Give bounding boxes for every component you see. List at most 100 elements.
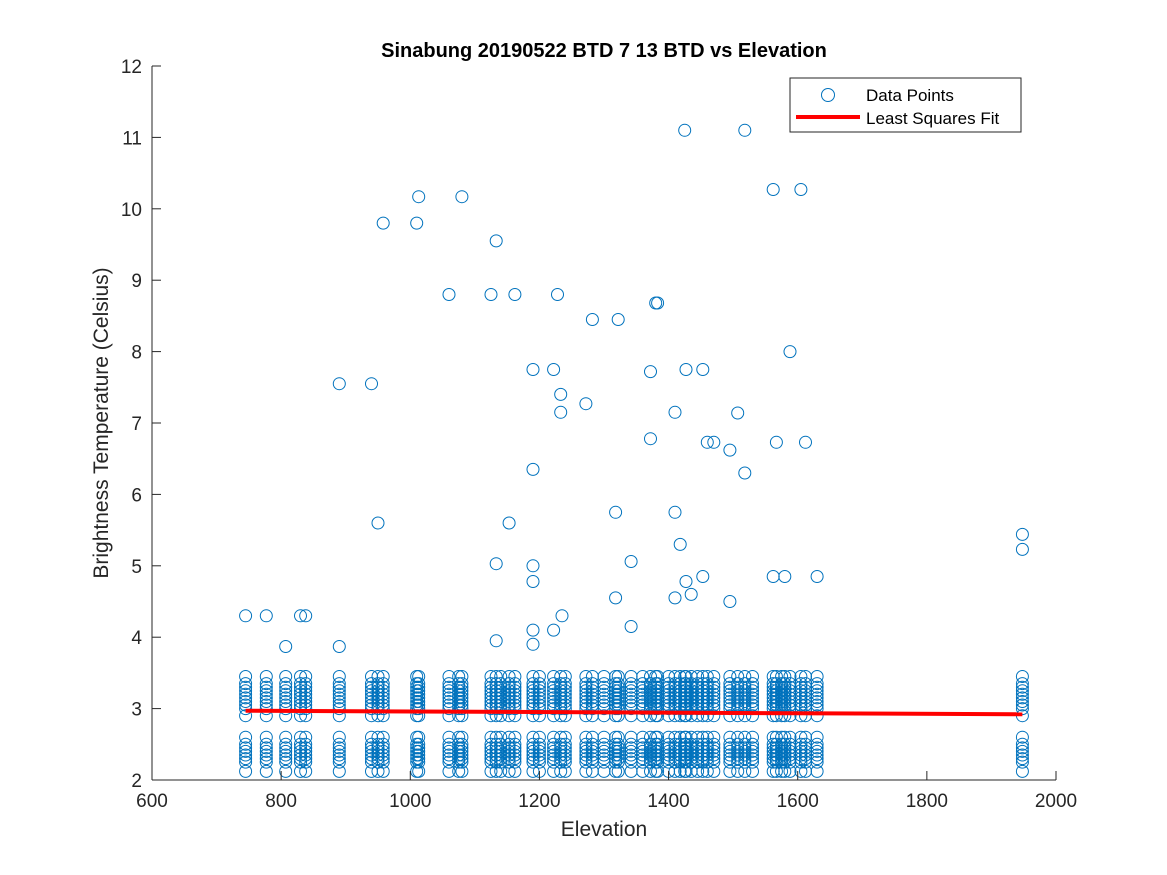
data-point xyxy=(723,741,737,755)
data-point xyxy=(700,730,714,744)
data-point xyxy=(609,730,623,744)
data-point xyxy=(696,363,710,376)
data-point xyxy=(371,730,385,744)
data-point xyxy=(611,741,625,755)
data-point xyxy=(746,764,759,778)
data-point xyxy=(783,670,797,683)
data-point xyxy=(684,587,698,601)
data-point xyxy=(442,691,456,705)
data-point xyxy=(609,677,623,691)
data-point xyxy=(376,744,390,758)
data-point xyxy=(738,764,752,778)
data-point xyxy=(489,677,503,691)
data-point xyxy=(279,752,293,766)
data-point xyxy=(554,709,568,723)
y-tick-label: 11 xyxy=(122,128,142,149)
y-tick-label: 4 xyxy=(131,628,142,649)
data-point xyxy=(455,691,469,705)
data-point xyxy=(455,702,469,716)
data-point xyxy=(526,575,540,588)
data-point xyxy=(700,764,714,778)
data-point xyxy=(1015,755,1029,769)
data-point xyxy=(365,377,378,391)
data-point xyxy=(279,687,293,701)
data-point xyxy=(554,744,568,758)
data-point xyxy=(738,677,752,691)
data-point xyxy=(532,684,546,698)
data-point xyxy=(738,123,752,137)
data-point xyxy=(609,748,623,762)
data-point xyxy=(579,680,593,694)
data-point xyxy=(554,670,568,683)
data-point xyxy=(700,752,714,766)
data-point xyxy=(259,702,273,716)
data-point xyxy=(455,680,469,694)
x-tick-label: 2000 xyxy=(1035,791,1077,812)
data-point xyxy=(376,702,390,716)
data-point xyxy=(691,709,705,723)
data-point xyxy=(455,755,469,769)
data-point xyxy=(707,741,721,755)
fit-line-layer xyxy=(245,708,1023,717)
data-point xyxy=(259,741,273,755)
data-point xyxy=(707,755,721,769)
data-point xyxy=(558,730,572,744)
data-point xyxy=(609,744,623,758)
data-point xyxy=(259,670,273,683)
data-point xyxy=(547,363,561,376)
data-point xyxy=(508,744,522,758)
data-point xyxy=(532,730,546,744)
data-point xyxy=(810,764,824,778)
data-point xyxy=(558,695,572,708)
data-point xyxy=(810,730,824,744)
data-point xyxy=(1015,687,1029,701)
data-point xyxy=(532,702,546,716)
data-point xyxy=(239,702,253,716)
data-point xyxy=(636,741,650,755)
data-point xyxy=(455,684,469,698)
data-point xyxy=(259,680,273,694)
data-point xyxy=(508,670,522,683)
data-point xyxy=(611,744,625,758)
data-point xyxy=(532,752,546,766)
data-point xyxy=(579,752,593,766)
data-point xyxy=(723,737,737,751)
data-point xyxy=(526,462,540,476)
data-point xyxy=(412,737,426,751)
data-point xyxy=(494,687,508,701)
data-point xyxy=(700,670,714,683)
data-point xyxy=(494,677,508,691)
data-point xyxy=(526,559,540,573)
data-point xyxy=(299,677,313,691)
data-point xyxy=(376,730,390,744)
data-point xyxy=(554,737,568,751)
legend-label-least-squares-fit: Least Squares Fit xyxy=(866,109,1000,128)
data-point xyxy=(810,752,824,766)
data-point xyxy=(489,741,503,755)
data-point xyxy=(579,695,593,708)
data-point xyxy=(442,755,456,769)
chart-title: Sinabung 20190522 BTD 7 13 BTD vs Elevat… xyxy=(381,40,827,62)
data-point xyxy=(489,737,503,751)
data-point xyxy=(579,744,593,758)
data-point xyxy=(508,709,522,723)
data-point xyxy=(810,691,824,705)
data-point xyxy=(532,691,546,705)
data-point xyxy=(746,709,759,723)
data-point xyxy=(259,695,273,708)
data-point xyxy=(412,744,426,758)
data-point xyxy=(611,684,625,698)
data-point xyxy=(723,709,737,723)
data-point xyxy=(707,764,721,778)
data-point xyxy=(738,698,752,712)
data-point xyxy=(636,702,650,716)
data-point xyxy=(644,730,657,744)
data-point xyxy=(554,730,568,744)
data-point xyxy=(794,737,808,751)
data-point xyxy=(731,752,745,766)
data-point xyxy=(738,680,752,694)
data-point xyxy=(1015,730,1029,744)
data-point xyxy=(259,687,273,701)
data-point xyxy=(766,183,780,196)
data-point xyxy=(494,702,508,716)
